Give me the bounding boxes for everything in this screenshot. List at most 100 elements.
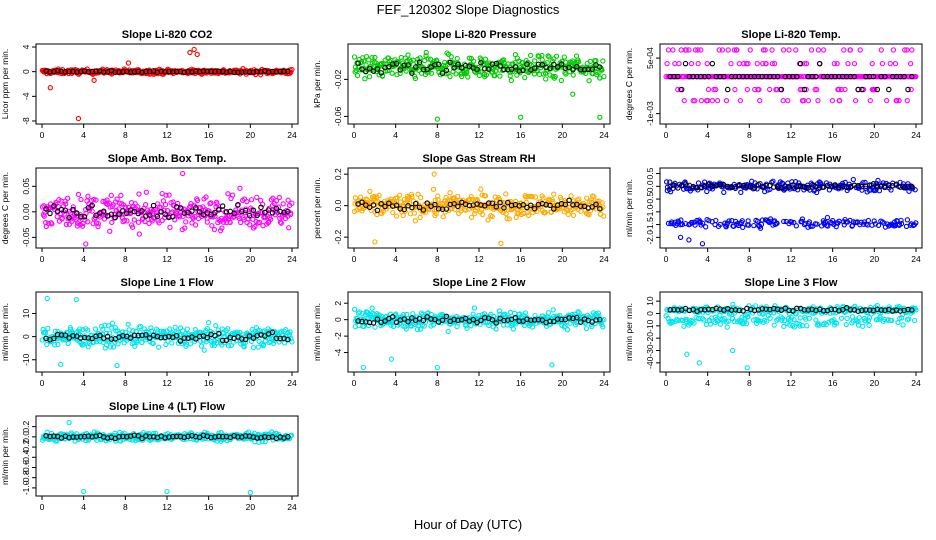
y-tick-label: 4: [21, 44, 31, 49]
mean-point: [855, 86, 861, 93]
mean-point: [93, 212, 99, 219]
x-tick-label: 24: [599, 254, 609, 264]
data-point: [820, 47, 827, 53]
outlier-point: [699, 241, 706, 247]
x-tick-label: 8: [747, 378, 752, 388]
data-point: [480, 211, 486, 218]
data-point: [257, 197, 264, 203]
mean-point: [717, 73, 723, 80]
data-point: [558, 77, 565, 84]
outlier-point: [73, 296, 80, 303]
mean-point: [485, 66, 492, 72]
mean-point: [539, 317, 546, 323]
data-point: [483, 72, 490, 78]
mean-point: [512, 314, 519, 321]
y-tick-label: -1.5: [645, 217, 655, 232]
data-point: [242, 339, 249, 345]
data-point: [351, 54, 358, 60]
data-point: [203, 194, 209, 200]
x-tick-label: 8: [123, 502, 128, 512]
y-tick-label: 2: [333, 301, 343, 306]
data-point: [683, 47, 689, 53]
mean-point: [774, 73, 781, 80]
x-tick-label: 0: [664, 254, 669, 264]
mean-point: [893, 73, 900, 80]
mean-point: [686, 73, 693, 80]
data-point: [289, 339, 295, 345]
data-point: [219, 225, 225, 231]
mean-point: [593, 201, 599, 208]
mean-point: [870, 181, 877, 187]
mean-point: [547, 65, 553, 72]
data-point: [192, 222, 199, 228]
mean-point: [374, 66, 381, 72]
mean-point: [824, 73, 831, 80]
mean-point: [108, 336, 115, 342]
outlier-point: [47, 85, 53, 91]
mean-point: [409, 204, 415, 211]
mean-point: [878, 73, 884, 80]
data-point: [278, 220, 284, 226]
mean-point: [154, 213, 161, 220]
mean-point: [359, 199, 365, 205]
outlier-point: [91, 77, 97, 83]
mean-point: [863, 307, 869, 313]
data-point: [81, 341, 87, 347]
data-point: [503, 191, 509, 197]
mean-point: [285, 208, 291, 215]
mean-point: [273, 335, 280, 342]
data-point: [770, 306, 776, 313]
data-point: [732, 86, 738, 93]
data-point: [724, 324, 730, 330]
data-point: [887, 61, 893, 67]
mean-point: [265, 207, 272, 213]
x-tick-label: 12: [162, 502, 172, 512]
data-point: [667, 189, 674, 195]
data-point: [583, 325, 590, 332]
x-tick-label: 20: [558, 378, 568, 388]
data-point: [842, 86, 848, 93]
data-point: [255, 344, 262, 350]
mean-point: [524, 61, 530, 67]
data-point: [739, 314, 745, 320]
mean-point: [455, 203, 461, 210]
data-point: [600, 324, 606, 330]
data-point: [774, 220, 780, 226]
mean-point: [886, 86, 892, 93]
y-axis-label: Licor ppm per min.: [0, 49, 10, 119]
mean-point: [909, 183, 915, 190]
data-point: [43, 330, 49, 336]
x-tick-label: 12: [162, 130, 172, 140]
outlier-point: [744, 365, 750, 371]
mean-point: [239, 69, 245, 75]
mean-point: [47, 210, 53, 217]
data-point: [852, 98, 859, 104]
data-point: [131, 217, 137, 223]
outlier-point: [696, 360, 702, 366]
data-point: [440, 214, 446, 220]
y-tick-label: -8: [21, 117, 31, 125]
mean-point: [889, 73, 896, 80]
mean-point: [123, 210, 130, 216]
panel-1: Slope Li-820 CO2 Licor ppm per min. -8 -4 0 4…: [0, 29, 299, 140]
mean-point: [428, 64, 434, 70]
data-point: [678, 47, 684, 53]
mean-point: [577, 66, 584, 73]
y-tick-label: -4: [21, 92, 31, 100]
data-point: [100, 326, 106, 332]
data-point: [728, 61, 734, 67]
mean-point: [139, 208, 145, 214]
mean-point: [497, 63, 503, 69]
panel-2: Slope Li-820 Pressure kPa per min. -0.06 -0…: [312, 29, 611, 140]
mean-point: [242, 336, 249, 343]
mean-point: [146, 212, 153, 218]
data-point: [743, 61, 749, 67]
mean-point: [581, 66, 588, 73]
data-point: [845, 61, 851, 67]
data-point: [59, 215, 65, 221]
data-point: [183, 219, 189, 225]
y-tick-label: -10: [645, 319, 655, 332]
data-point: [850, 176, 856, 183]
y-tick-label: -0.05: [21, 227, 31, 247]
